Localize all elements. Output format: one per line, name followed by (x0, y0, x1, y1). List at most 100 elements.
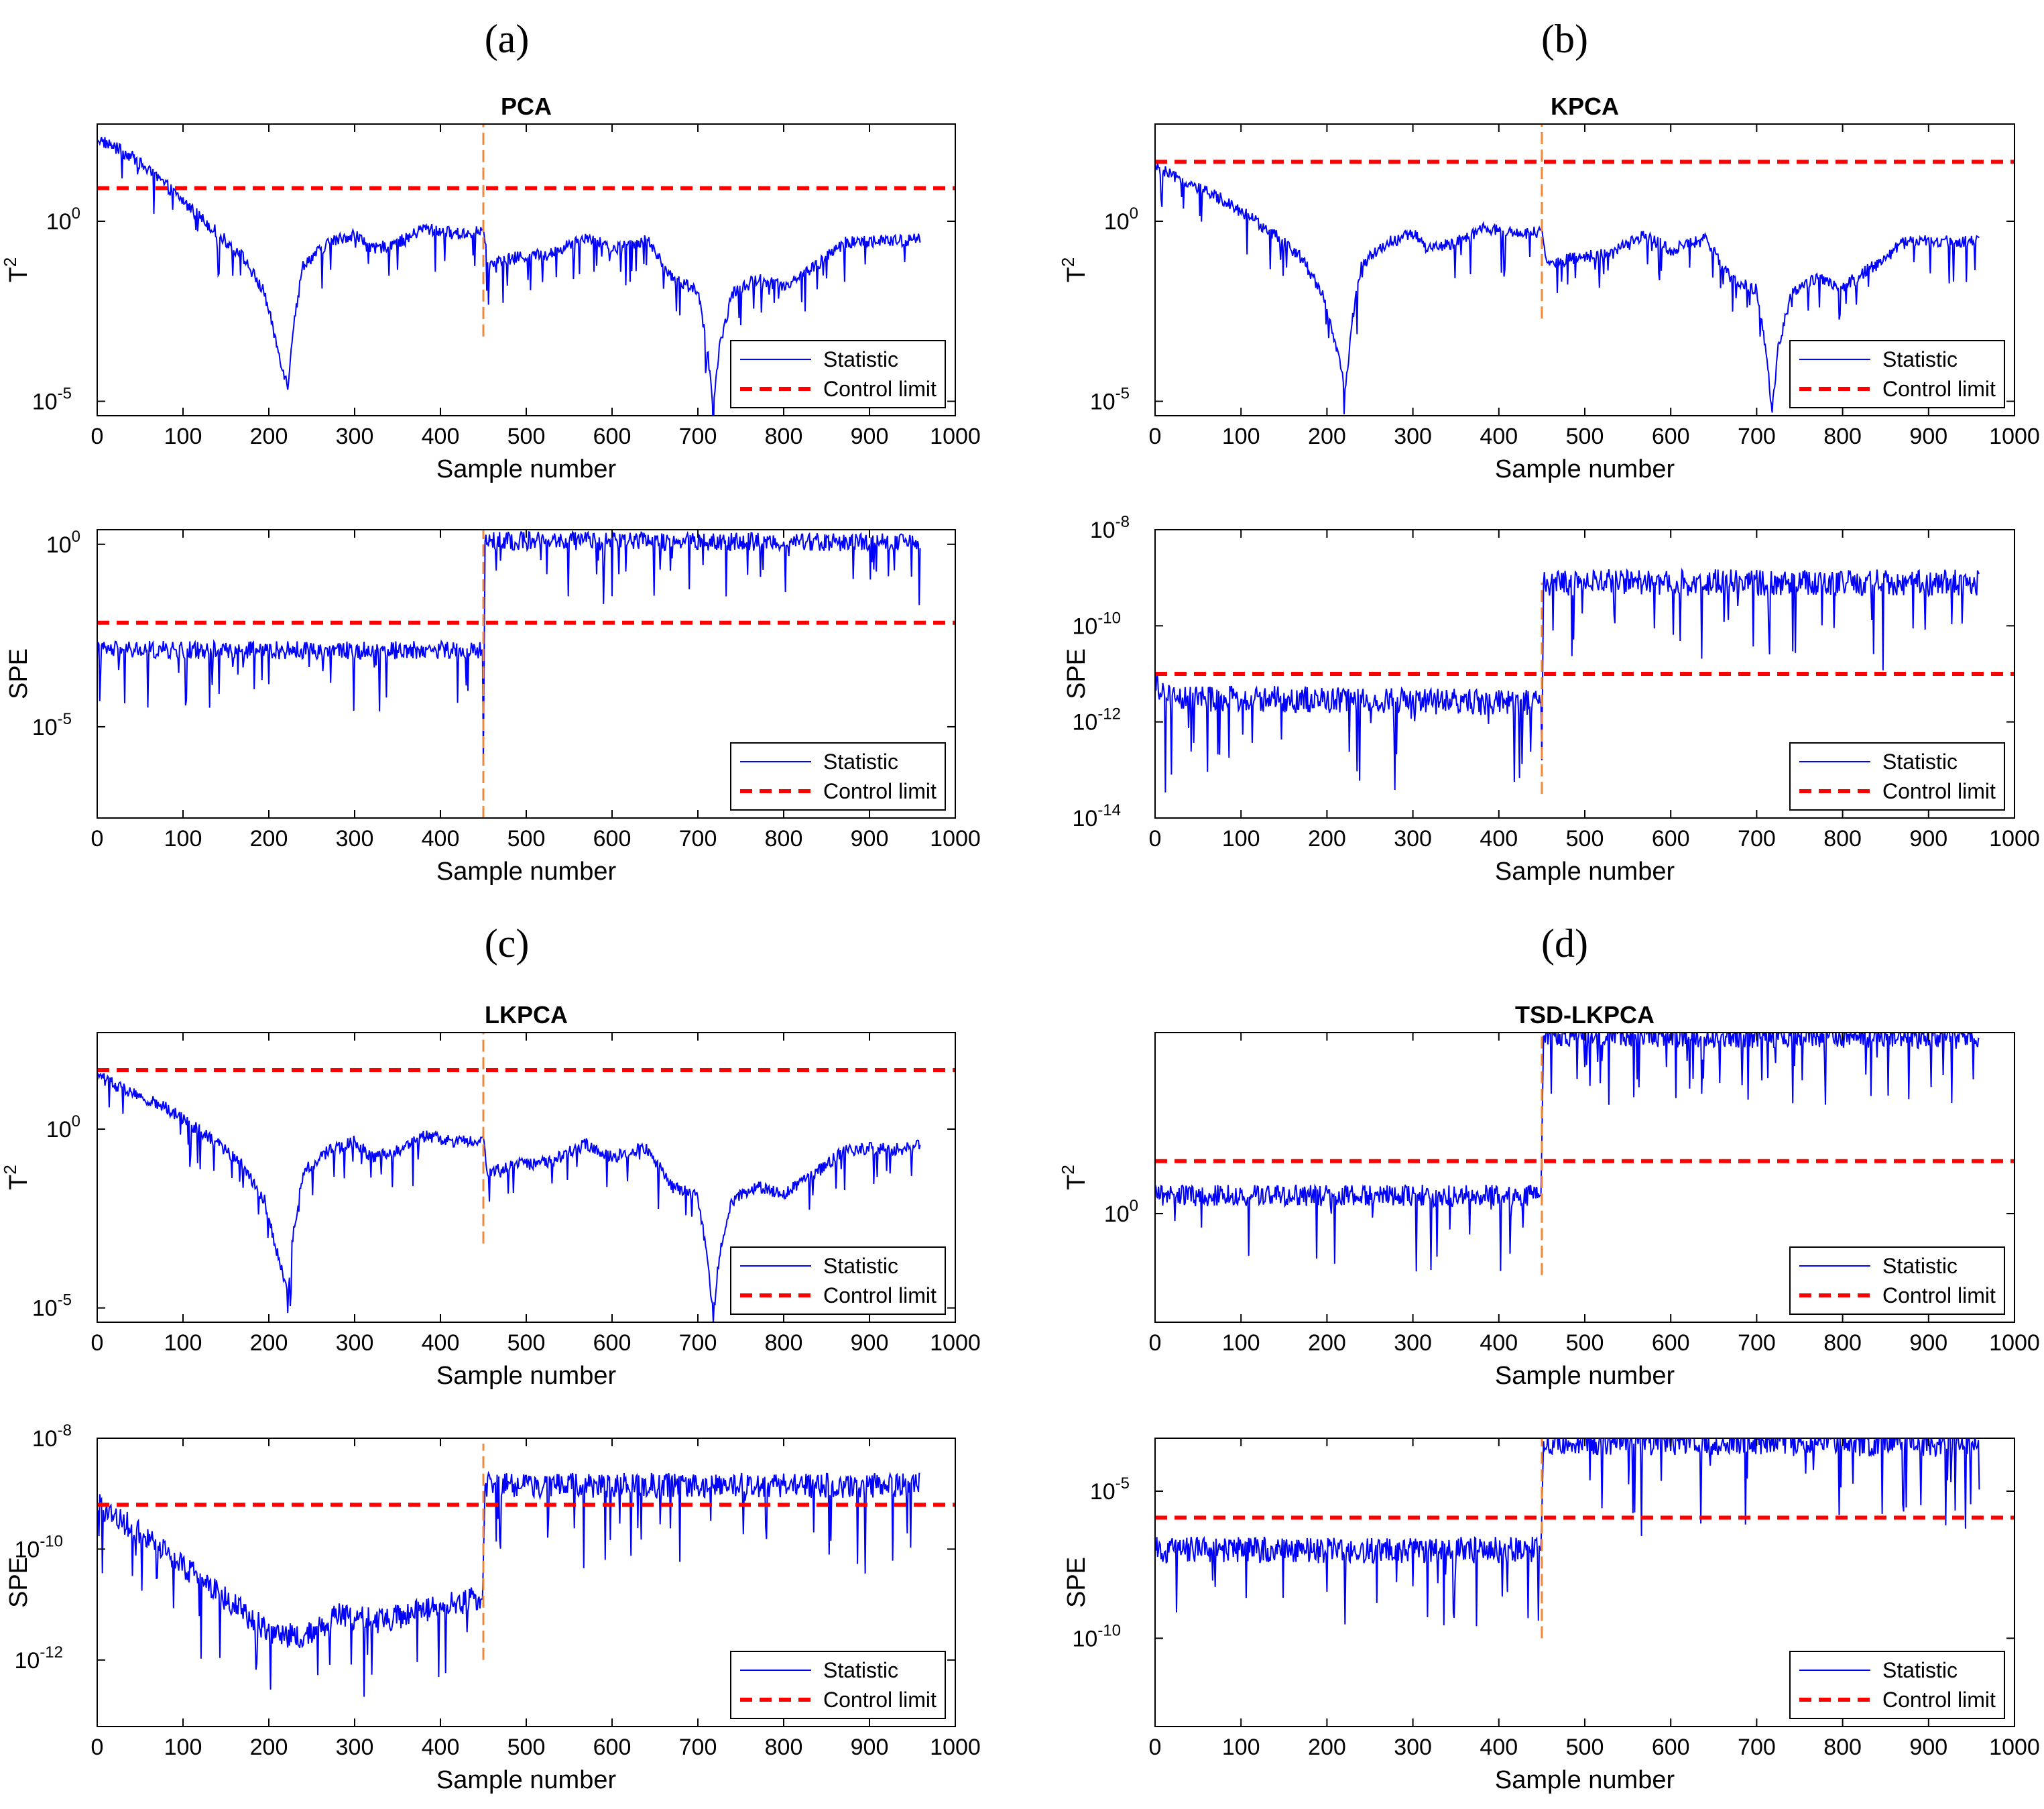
y-tick-label: 100 (1104, 205, 1138, 235)
x-tick-label: 500 (507, 1330, 546, 1356)
legend-label-control-limit: Control limit (823, 1688, 937, 1712)
x-tick-label: 700 (1738, 1735, 1776, 1760)
chart-b-spe: 0 100 200 300 400 500 600 700 800 900 1000 10-8 10-1… (1063, 513, 2040, 886)
legend: Statistic Control limit (730, 340, 946, 408)
legend: Statistic Control limit (730, 742, 946, 811)
y-tick-label: 10-5 (1090, 385, 1130, 415)
x-tick-label: 1000 (930, 424, 981, 449)
y-axis-label: T2 (1058, 1165, 1091, 1190)
x-tick-label: 200 (250, 826, 288, 852)
legend-label-control-limit: Control limit (823, 1283, 937, 1307)
x-tick-label: 900 (1909, 1330, 1947, 1356)
legend: Statistic Control limit (1789, 340, 2005, 408)
chart-a-t2: 0 100 200 300 400 500 600 700 800 900 1000 100 10-5 S… (0, 93, 981, 483)
series-group (1155, 567, 2015, 795)
panel-label-b: (b) (1541, 17, 1588, 61)
legend-box (730, 1651, 946, 1719)
x-tick-label: 400 (422, 1330, 460, 1356)
y-tick-label: 10-5 (32, 385, 72, 415)
x-tick-label: 100 (164, 424, 202, 449)
x-tick-label: 100 (1222, 1735, 1260, 1760)
x-tick-label: 100 (1222, 826, 1260, 852)
statistic-line (1155, 1438, 1980, 1627)
y-tick-label: 10-5 (1090, 1474, 1130, 1505)
x-tick-label: 400 (422, 424, 460, 449)
legend: Statistic Control limit (730, 1246, 946, 1315)
chart-d-t2: 0 100 200 300 400 500 600 700 800 900 1000 100 Sampl… (1058, 1001, 2040, 1390)
x-tick-label: 200 (1308, 424, 1346, 449)
series-group (97, 1033, 955, 1322)
legend: Statistic Control limit (1789, 1651, 2005, 1719)
x-tick-label: 200 (250, 1330, 288, 1356)
y-tick-label: 10-10 (1072, 1621, 1121, 1651)
x-tick-label: 0 (91, 1330, 104, 1356)
x-tick-label: 1000 (1989, 1735, 2040, 1760)
x-tick-label: 200 (1308, 826, 1346, 852)
x-tick-label: 300 (336, 424, 374, 449)
x-tick-label: 0 (1149, 424, 1162, 449)
x-tick-label: 200 (1308, 1330, 1346, 1356)
x-tick-label: 200 (250, 1735, 288, 1760)
x-tick-label: 500 (507, 424, 546, 449)
x-tick-label: 1000 (930, 1330, 981, 1356)
y-axis-label: T2 (1058, 257, 1091, 283)
y-tick-label: 100 (46, 528, 80, 558)
x-tick-label: 1000 (930, 1735, 981, 1760)
panel-label-d: (d) (1541, 921, 1588, 966)
x-tick-label: 800 (765, 424, 803, 449)
legend-label-statistic: Statistic (1882, 1658, 1958, 1682)
legend-box (730, 742, 946, 811)
x-tick-label: 100 (164, 826, 202, 852)
legend-label-control-limit: Control limit (823, 377, 937, 401)
x-tick-label: 300 (1394, 1330, 1432, 1356)
x-tick-label: 100 (164, 1330, 202, 1356)
y-axis-label: T2 (0, 1165, 33, 1190)
legend-label-statistic: Statistic (823, 1254, 898, 1278)
series-group (97, 124, 955, 416)
y-tick-label: 10-5 (32, 710, 72, 740)
statistic-line (97, 1072, 921, 1322)
series-group (97, 1444, 955, 1697)
x-tick-label: 800 (765, 1735, 803, 1760)
x-tick-label: 900 (851, 1330, 889, 1356)
legend-box (1789, 1246, 2005, 1315)
statistic-line (97, 1470, 920, 1697)
panel-labels: (a) (b) (c) (d) (485, 17, 1588, 966)
y-axis-label: SPE (5, 1557, 33, 1608)
chart-d-spe: 0 100 200 300 400 500 600 700 800 900 1000 10-5 10-1… (1063, 1438, 2040, 1794)
x-tick-label: 1000 (1989, 826, 2040, 852)
x-tick-label: 300 (336, 826, 374, 852)
y-tick-label: 10-8 (1090, 513, 1130, 543)
y-tick-label: 10-10 (1072, 609, 1121, 639)
x-tick-label: 500 (507, 826, 546, 852)
x-tick-label: 300 (1394, 1735, 1432, 1760)
x-tick-label: 600 (1652, 826, 1690, 852)
x-tick-label: 600 (593, 826, 632, 852)
x-tick-label: 400 (1480, 826, 1518, 852)
series-group (1155, 124, 2015, 414)
legend-label-statistic: Statistic (823, 750, 898, 774)
x-tick-label: 600 (593, 424, 632, 449)
x-tick-label: 800 (765, 1330, 803, 1356)
x-tick-label: 900 (851, 424, 889, 449)
legend: Statistic Control limit (730, 1651, 946, 1719)
legend-box (730, 340, 946, 408)
chart-c-spe: 0 100 200 300 400 500 600 700 800 900 1000 10-8 10-1… (5, 1421, 981, 1794)
x-tick-label: 600 (593, 1735, 632, 1760)
legend-box (1789, 340, 2005, 408)
x-tick-label: 600 (1652, 424, 1690, 449)
y-axis-label: SPE (1063, 648, 1091, 699)
legend-box (1789, 1651, 2005, 1719)
x-tick-label: 100 (164, 1735, 202, 1760)
statistic-line (1155, 163, 1980, 414)
y-tick-label: 10-12 (1072, 705, 1121, 736)
x-axis-label: Sample number (436, 858, 617, 886)
legend-box (730, 1246, 946, 1315)
x-tick-label: 500 (1566, 1330, 1604, 1356)
legend: Statistic Control limit (1789, 742, 2005, 811)
x-tick-label: 200 (1308, 1735, 1346, 1760)
x-tick-label: 0 (1149, 1735, 1162, 1760)
x-axis-label: Sample number (1495, 858, 1675, 886)
legend: Statistic Control limit (1789, 1246, 2005, 1315)
x-axis-label: Sample number (436, 455, 617, 483)
